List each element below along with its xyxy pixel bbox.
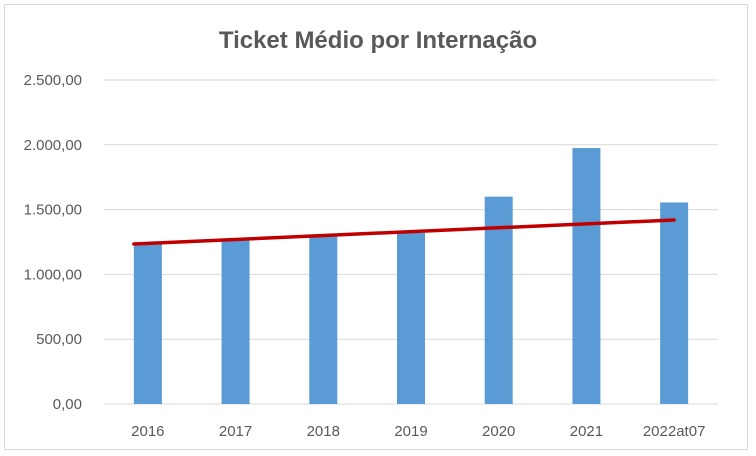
x-tick-label: 2021 <box>570 423 603 440</box>
y-tick-label: 2.500,00 <box>24 72 82 89</box>
x-tick-label: 2016 <box>131 423 164 440</box>
y-tick-label: 0,00 <box>53 396 82 413</box>
x-axis-ticks: 2016 2017 2018 2019 2020 2021 2022at07 <box>131 423 705 440</box>
x-tick-label: 2017 <box>219 423 252 440</box>
bar <box>397 232 425 404</box>
y-tick-label: 1.000,00 <box>24 266 82 283</box>
bar <box>133 243 162 404</box>
trendline-group <box>132 218 676 246</box>
x-tick-label: 2022at07 <box>643 423 706 440</box>
y-tick-label: 1.500,00 <box>24 202 82 219</box>
trendline <box>132 218 676 246</box>
bar <box>309 235 338 404</box>
gridlines <box>104 79 718 405</box>
bar <box>484 196 513 404</box>
y-axis-ticks: 0,00 500,00 1.000,00 1.500,00 2.000,00 2.500,… <box>24 72 82 413</box>
y-tick-label: 500,00 <box>36 331 82 348</box>
y-tick-label: 2.000,00 <box>24 137 82 154</box>
x-tick-label: 2019 <box>394 423 427 440</box>
chart-title: Ticket Médio por Internação <box>219 27 537 54</box>
bar <box>660 202 689 404</box>
bar <box>572 148 601 404</box>
x-tick-label: 2018 <box>307 423 340 440</box>
x-tick-label: 2020 <box>482 423 515 440</box>
bar <box>221 239 250 404</box>
bars <box>133 148 689 404</box>
chart-frame <box>4 4 748 450</box>
